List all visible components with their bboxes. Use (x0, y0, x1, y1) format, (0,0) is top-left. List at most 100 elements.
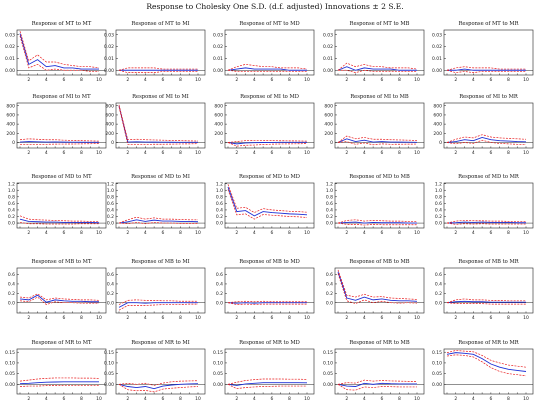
y-tick-label: 800 (105, 103, 114, 109)
upper-band-line (337, 62, 418, 71)
irf-panel: Response of MD to MI 0.00.20.40.60.81.01.… (107, 174, 206, 236)
y-tick-label: 0.4 (435, 282, 442, 288)
x-tick-label: 2 (454, 230, 457, 236)
upper-band-line (19, 215, 99, 222)
x-tick-label: 10 (414, 150, 420, 156)
irf-panel: Response of MR to MI 0.00 0.05 0.10 0.15 2 4 6 8… (104, 340, 206, 402)
lower-band-line (446, 69, 526, 73)
upper-band-line (118, 380, 199, 386)
x-tick-label: 8 (507, 315, 510, 321)
x-tick-label: 6 (270, 230, 273, 236)
y-tick-label: 0.0 (107, 221, 114, 227)
plot-frame (224, 348, 315, 395)
x-tick-label: 4 (253, 230, 256, 236)
y-tick-label: 0.00 (5, 68, 15, 74)
irf-panel: Response of MD to MR 0.00.20.40.60.81.01.… (435, 174, 534, 236)
x-tick-label: 8 (80, 315, 83, 321)
lower-band-line (446, 302, 526, 305)
x-tick-label: 6 (380, 150, 383, 156)
x-tick-label: 6 (489, 230, 492, 236)
x-tick-label: 4 (363, 77, 366, 83)
x-tick-label: 8 (179, 315, 182, 321)
plot-frame (443, 29, 534, 76)
upper-band-line (19, 293, 100, 301)
panel-title: Response of MR to MB (349, 340, 410, 346)
panel-title: Response of MD to MB (349, 174, 410, 180)
y-tick-label: 0.6 (435, 272, 442, 278)
lower-band-line (19, 35, 99, 72)
irf-panel: Response of MT to MD 0.00 0.01 0.02 0.03 2 4 6 8… (213, 21, 315, 83)
x-tick-label: 4 (363, 315, 366, 321)
x-tick-label: 8 (398, 396, 401, 402)
x-tick-label: 10 (195, 230, 201, 236)
x-tick-label: 6 (270, 150, 273, 156)
y-tick-label: 600 (6, 113, 15, 119)
y-tick-label: 0.8 (8, 194, 15, 200)
plot-frame (16, 102, 107, 149)
y-tick-label: 0.2 (435, 214, 442, 220)
x-tick-label: 8 (80, 230, 83, 236)
x-tick-label: 2 (345, 315, 348, 321)
plot-frame (443, 267, 534, 314)
plot-frame (224, 29, 315, 76)
lower-band-line (337, 273, 418, 305)
x-tick-label: 2 (235, 396, 238, 402)
y-tick-label: 200 (214, 131, 223, 137)
x-tick-label: 10 (523, 77, 529, 83)
x-tick-label: 6 (62, 77, 65, 83)
x-tick-label: 2 (345, 77, 348, 83)
x-tick-label: 6 (161, 396, 164, 402)
y-tick-label: 0.05 (104, 371, 114, 377)
plot-frame (443, 182, 534, 229)
panel-title: Response of MB to MB (349, 259, 409, 265)
x-tick-label: 6 (62, 315, 65, 321)
panel-title: Response of MI to MB (350, 94, 409, 100)
y-tick-label: 0.2 (435, 291, 442, 297)
response-line (227, 141, 307, 145)
upper-band-line (337, 135, 418, 143)
lower-band-line (118, 303, 198, 311)
upper-band-line (227, 140, 308, 143)
y-tick-label: 0.00 (213, 68, 223, 74)
y-tick-label: 0.02 (213, 44, 223, 50)
x-tick-label: 6 (161, 77, 164, 83)
x-tick-label: 6 (489, 77, 492, 83)
y-tick-label: 200 (105, 131, 114, 137)
x-tick-label: 10 (195, 315, 201, 321)
y-tick-label: 0.0 (435, 300, 442, 306)
y-tick-label: 0.01 (104, 56, 114, 62)
x-tick-label: 10 (304, 77, 310, 83)
lower-band-line (446, 354, 527, 377)
y-tick-label: 0.2 (8, 291, 15, 297)
y-tick-label: 0.15 (213, 350, 223, 356)
irf-panel: Response of MI to MB 0 200 400 600 800 2 4 6 8 10 (324, 94, 425, 156)
plot-frame (115, 348, 206, 395)
irf-panel: Response of MD to MT 0.00.20.40.60.81.01.… (8, 174, 107, 236)
x-tick-label: 10 (304, 315, 310, 321)
x-tick-label: 10 (304, 150, 310, 156)
x-tick-label: 10 (96, 150, 102, 156)
plot-frame (443, 348, 534, 395)
plot-frame (334, 267, 425, 314)
y-tick-label: 800 (214, 103, 223, 109)
lower-band-line (227, 189, 308, 220)
x-tick-label: 4 (144, 150, 147, 156)
panel-title: Response of MI to MD (240, 94, 299, 100)
y-tick-label: 0 (439, 140, 442, 146)
y-tick-label: 0.03 (104, 32, 114, 38)
y-tick-label: 0.2 (216, 214, 223, 220)
upper-band-line (337, 269, 418, 300)
y-tick-label: 0.8 (107, 194, 114, 200)
x-tick-label: 2 (27, 230, 30, 236)
y-tick-label: 0.05 (432, 371, 442, 377)
y-tick-label: 0.15 (432, 350, 442, 356)
y-tick-label: 1.2 (216, 181, 223, 187)
plot-frame (16, 267, 107, 314)
upper-band-line (19, 138, 100, 142)
x-tick-label: 4 (45, 77, 48, 83)
y-tick-label: 200 (433, 131, 442, 137)
x-tick-label: 2 (235, 150, 238, 156)
irf-panel: Response of MI to MD 0 200 400 600 800 2 4 6 8 10 (214, 94, 315, 156)
irf-panel: Response of MT to MB 0.00 0.01 0.02 0.03 2 4 6 8… (323, 21, 425, 83)
x-tick-label: 8 (288, 315, 291, 321)
